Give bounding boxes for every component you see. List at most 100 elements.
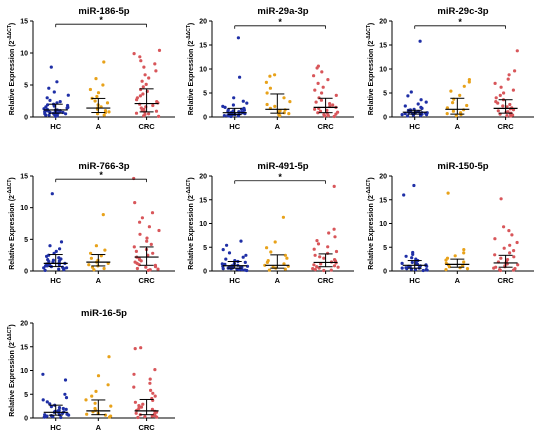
data-point: [268, 86, 272, 90]
data-point: [267, 268, 271, 272]
y-axis-label-superscript: -ΔΔCT: [186, 25, 192, 41]
y-tick-label: 10: [199, 221, 207, 228]
data-point: [419, 98, 423, 102]
data-point: [153, 263, 157, 267]
data-point: [224, 257, 228, 261]
data-point: [403, 104, 407, 108]
y-axis-label-end: ): [188, 23, 195, 25]
y-tick-label: 10: [20, 51, 28, 58]
y-axis-label-end: ): [368, 23, 375, 25]
data-point: [451, 109, 455, 113]
data-point: [511, 249, 516, 253]
data-point: [283, 253, 287, 257]
data-point: [101, 213, 105, 217]
y-tick-label: 15: [20, 344, 28, 351]
data-point: [278, 109, 282, 113]
data-point: [54, 249, 58, 253]
data-point: [135, 96, 139, 100]
data-point: [288, 100, 292, 104]
data-point: [239, 239, 243, 243]
data-point: [493, 81, 497, 85]
data-point: [510, 233, 514, 237]
data-point: [63, 378, 68, 382]
x-tick-label: CRC: [138, 423, 155, 432]
data-point: [49, 65, 53, 69]
data-point: [133, 400, 137, 404]
y-tick-label: 0: [24, 269, 28, 276]
data-point: [103, 109, 108, 113]
data-point: [458, 93, 462, 97]
data-point: [506, 110, 510, 114]
data-point: [49, 405, 54, 409]
data-point: [511, 88, 515, 92]
data-point: [138, 94, 142, 98]
data-point: [101, 83, 105, 87]
y-tick-label: 15: [199, 197, 207, 204]
data-point: [508, 243, 512, 247]
chart-panel-3: miR-766-3p 0 5 10 15 Relative Expression (2-Δ…: [7, 161, 175, 285]
data-point: [496, 109, 500, 113]
y-axis-label-text: Relative Expression (2: [368, 195, 375, 270]
data-point: [403, 112, 407, 116]
data-point: [334, 249, 339, 254]
x-tick-label: HC: [50, 423, 61, 432]
data-point: [45, 400, 49, 404]
data-point: [283, 267, 287, 271]
data-point: [238, 75, 242, 79]
data-point: [494, 100, 498, 104]
data-point: [142, 107, 146, 111]
data-point: [226, 108, 230, 112]
data-point: [150, 407, 154, 411]
data-point: [445, 112, 449, 116]
x-tick-label: CRC: [138, 122, 155, 131]
x-tick-label: CRC: [317, 122, 334, 131]
data-point: [322, 113, 326, 117]
data-point: [506, 258, 510, 262]
y-tick-label: 10: [199, 67, 207, 74]
data-point: [266, 259, 270, 263]
data-point: [151, 103, 155, 108]
data-point: [66, 103, 70, 108]
data-point: [147, 225, 151, 229]
data-point: [508, 251, 512, 255]
data-point: [505, 114, 509, 118]
data-point: [332, 264, 337, 268]
data-point: [46, 103, 50, 107]
data-point: [227, 251, 232, 255]
data-point: [462, 260, 466, 264]
y-axis-label-text: Relative Expression (2: [368, 40, 375, 115]
data-point: [400, 266, 404, 270]
x-tick-label: HC: [50, 122, 61, 131]
data-point: [57, 256, 61, 260]
y-axis-label-text: Relative Expression (2: [188, 40, 195, 115]
data-point: [453, 254, 457, 258]
x-tick-label: HC: [229, 276, 240, 285]
data-point: [138, 220, 142, 224]
data-point: [467, 80, 471, 84]
data-point: [133, 347, 137, 351]
data-point: [326, 245, 330, 249]
chart-title: miR-29c-3p: [437, 6, 488, 17]
data-point: [327, 231, 331, 235]
data-point: [513, 69, 517, 73]
data-point: [109, 404, 113, 408]
data-point: [315, 239, 319, 243]
data-point: [141, 92, 145, 96]
data-point: [151, 391, 155, 395]
data-point: [59, 240, 64, 244]
data-point: [316, 81, 320, 85]
data-point: [137, 404, 141, 408]
y-axis-label: Relative Expression (2-ΔΔCT): [366, 23, 375, 116]
data-point: [145, 236, 149, 240]
x-tick-label: A: [96, 122, 102, 131]
y-tick-label: 15: [20, 19, 28, 26]
data-point: [502, 246, 506, 250]
data-point: [507, 73, 511, 77]
y-tick-label: 0: [203, 115, 207, 122]
chart-title: miR-16-5p: [81, 308, 127, 319]
data-point: [244, 253, 248, 257]
y-tick-label: 10: [20, 205, 28, 212]
data-point: [462, 84, 466, 88]
data-point: [48, 402, 52, 406]
data-point: [139, 346, 143, 350]
